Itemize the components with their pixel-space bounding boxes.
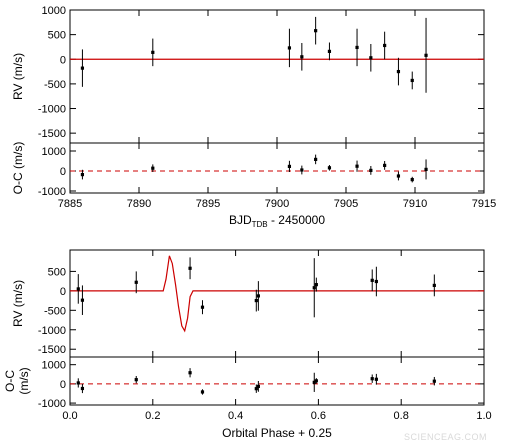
rv-phase-model-curve <box>70 255 484 333</box>
rv-phase-data-point <box>374 279 378 284</box>
rv-time-data-point <box>424 53 428 57</box>
rv-phase-data-point <box>312 286 316 290</box>
rv-phase-data-point <box>256 294 260 298</box>
rv-phase-data-point <box>432 283 436 288</box>
oc-time-frame <box>69 142 485 194</box>
oc-time-ylabel: O-C (m/s) <box>11 142 25 195</box>
oc-time-data-point <box>327 166 332 170</box>
oc-time-data-point <box>424 167 428 171</box>
oc-phase-xtick-label: 0.6 <box>311 410 326 422</box>
oc-time-data-point <box>383 163 387 167</box>
rv-phase-data-point <box>370 278 374 282</box>
rv-phase-data-point <box>188 266 192 270</box>
oc-phase-ytick-label: 1000 <box>42 360 66 372</box>
oc-time-data-point <box>314 157 318 161</box>
oc-time-xtick-label: 7900 <box>265 198 289 210</box>
rv-time-ytick-label: -500 <box>44 79 66 91</box>
oc-phase-data-point <box>314 379 318 383</box>
oc-phase-data-point <box>76 381 80 385</box>
rv-phase-ytick-label: -1000 <box>38 325 66 337</box>
rv-time-ytick-label: 0 <box>60 54 66 66</box>
rv-phase-ylabel: RV (m/s) <box>11 280 25 327</box>
oc-phase-ytick-label: -1000 <box>38 398 66 410</box>
rv-time-data-point <box>369 56 373 60</box>
oc-phase-data-point <box>374 377 378 381</box>
rv-time-data-point <box>314 29 318 33</box>
rv-time-data-point <box>355 45 359 50</box>
rv-time-data-point <box>396 69 401 74</box>
oc-time-xtick-label: 7915 <box>472 198 496 210</box>
rv-time-data-point <box>151 50 155 54</box>
oc-phase-data-point <box>134 378 138 382</box>
oc-time-ytick-label: 1000 <box>42 146 66 158</box>
oc-phase-xtick-label: 0.0 <box>62 410 77 422</box>
rv-time-data-point <box>410 78 414 83</box>
oc-time-ytick-label: 0 <box>60 166 66 178</box>
rv-time-data-point <box>80 66 85 70</box>
oc-phase-xtick-label: 0.2 <box>145 410 160 422</box>
oc-time-ytick-label: -1000 <box>38 186 66 198</box>
rv-phase-ytick-label: -500 <box>44 305 66 317</box>
oc-phase-xtick-label: 1.0 <box>476 410 491 422</box>
rv-phase-data-point <box>80 298 85 302</box>
oc-time-data-point <box>151 166 155 170</box>
rv-phase-data-point <box>134 280 138 284</box>
oc-time-xtick-label: 7890 <box>127 198 151 210</box>
oc-phase-data-point <box>200 390 205 394</box>
rv-time-ytick-label: -1500 <box>38 128 66 140</box>
oc-phase-data-point <box>254 387 258 391</box>
oc-time-data-point <box>300 168 304 172</box>
oc-phase-data-point <box>370 377 374 381</box>
oc-time-xtick-label: 7905 <box>334 198 358 210</box>
rv-phase-ytick-label: -1500 <box>38 344 66 356</box>
rv-time-ylabel: RV (m/s) <box>11 53 25 100</box>
oc-time-xtick-label: 7885 <box>58 198 82 210</box>
rv-phase-data-point <box>200 305 205 309</box>
rv-time-ytick-label: 500 <box>48 30 66 42</box>
rv-time-ytick-label: -1000 <box>38 104 66 116</box>
oc-time-data-point <box>287 164 292 168</box>
rv-phase-data-point <box>254 298 258 303</box>
rv-phase-frame <box>69 249 485 358</box>
rv-time-data-point <box>383 43 387 48</box>
oc-time-xtick-label: 7910 <box>403 198 427 210</box>
watermark-text: SCIENCEAG.COM <box>403 432 487 442</box>
rv-time-data-point <box>287 46 292 50</box>
oc-phase-ylabel-line2: (m/s) <box>17 367 31 394</box>
oc-time-data-point <box>369 168 373 172</box>
oc-phase-xtick-label: 0.4 <box>228 410 243 422</box>
rv-phase-ytick-label: 500 <box>48 266 66 278</box>
rv-phase-data-point <box>76 287 80 291</box>
rv-time-frame <box>69 9 485 144</box>
oc-time-xtick-label: 7895 <box>196 198 220 210</box>
oc-phase-ylabel-line1: O-C <box>3 370 17 392</box>
phase-xlabel: Orbital Phase + 0.25 <box>222 426 332 440</box>
oc-phase-xtick-label: 0.8 <box>394 410 409 422</box>
rv-phase-data-point <box>314 283 318 287</box>
oc-phase-data-point <box>188 371 192 375</box>
rv-time-ytick-label: 1000 <box>42 5 66 17</box>
oc-time-data-point <box>410 178 414 182</box>
oc-time-data-point <box>80 173 85 177</box>
time-xlabel: BJDTDB - 2450000 <box>229 213 325 229</box>
oc-time-data-point <box>355 164 359 168</box>
oc-phase-ytick-label: 0 <box>60 379 66 391</box>
oc-phase-data-point <box>312 380 316 384</box>
oc-phase-data-point <box>256 384 260 388</box>
rv-phase-ytick-label: 0 <box>60 286 66 298</box>
oc-phase-frame <box>69 356 485 406</box>
oc-phase-data-point <box>432 379 436 383</box>
rv-time-data-point <box>327 49 332 53</box>
oc-time-data-point <box>396 174 401 178</box>
rv-time-data-point <box>300 55 304 59</box>
oc-phase-data-point <box>80 386 85 391</box>
